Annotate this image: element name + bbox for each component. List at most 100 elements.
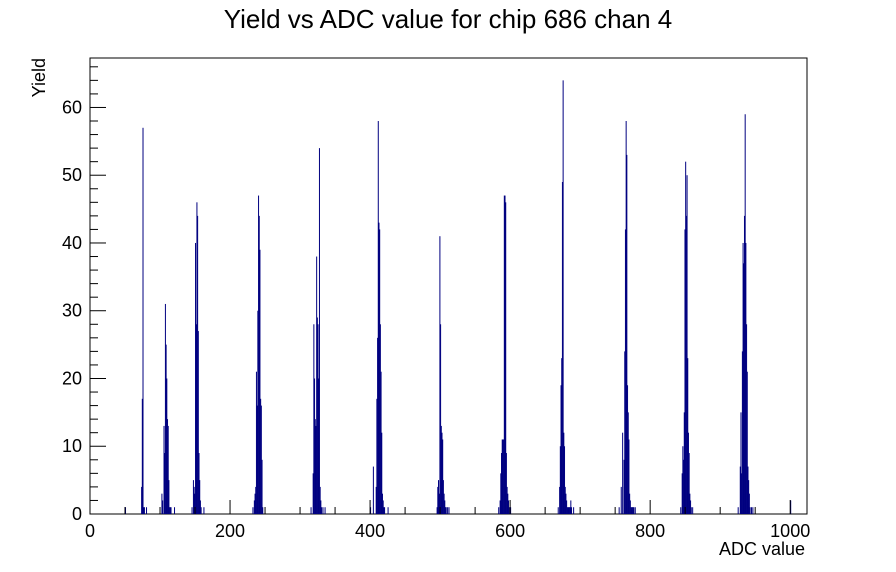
histogram-bin [258,215,260,514]
histogram-bin [440,425,442,514]
histogram-bin [500,473,502,514]
histogram-bin [627,412,629,514]
histogram-bin [561,181,563,515]
histogram-bin [199,480,201,514]
histogram-bin [562,80,564,515]
histogram-bin [141,486,143,514]
histogram-bin [200,507,202,514]
histogram-bin [569,507,571,514]
histogram-bin [506,486,508,514]
histogram-bin [384,507,386,514]
histogram-bin [631,507,633,514]
histogram-bin [317,324,319,514]
histogram-bin [438,480,439,514]
histogram-bin [690,500,692,514]
histogram-bin [378,222,380,514]
histogram-bin [743,215,745,514]
histogram-bin [620,486,622,514]
x-tick-label: 800 [635,521,665,541]
histogram-bin [563,432,565,514]
histogram-bin [167,425,169,514]
histogram-bin [169,507,171,514]
histogram-bin [318,378,320,514]
histogram-bin [372,466,374,514]
histogram-bin [684,229,686,515]
histogram-bin [746,324,748,514]
histogram-bin [445,507,446,514]
histogram-bin [559,446,561,514]
histogram-bin [505,202,507,514]
histogram-bin [252,507,254,514]
histogram-bin [260,398,262,514]
histogram-bin [319,486,321,514]
histogram-bin [501,439,503,514]
histogram-bin [499,500,501,514]
histogram-bin [744,114,746,515]
histogram-bin [741,351,743,514]
histogram-bin [315,425,317,514]
histogram-bin [380,371,382,514]
histogram-bin [505,453,507,514]
histogram-bin [437,486,439,514]
histogram-bin [314,419,316,514]
histogram-bin [629,493,631,514]
histogram-bin [633,507,635,514]
histogram-bin [746,371,748,514]
histogram-bin [445,507,447,514]
histogram-bin [747,466,749,514]
histogram-bars [125,80,792,515]
histogram-bin [634,507,636,514]
histogram-bin [312,473,314,514]
y-tick-label: 10 [62,436,82,456]
histogram-bin [567,507,569,514]
histogram-bin [559,486,561,514]
histogram-bin [377,121,379,514]
histogram-bin [740,412,742,514]
histogram-bin [626,154,628,514]
histogram-bin [790,500,792,514]
histogram-bin [255,371,257,514]
histogram-bin [501,453,503,514]
histogram-bin [748,480,750,514]
histogram-bin [502,439,504,514]
histogram-bin [745,242,747,514]
histogram-bin [628,439,630,514]
histogram-bin [321,507,323,514]
histogram-bin [748,493,750,514]
histogram-bin [316,317,318,514]
histogram-bin [161,493,163,514]
histogram-bin [163,425,165,514]
histogram-bin [313,324,315,514]
histogram-bin [630,507,632,514]
histogram-bin [510,507,512,514]
x-axis: 0 200 400 600 800 1000 [85,500,810,541]
histogram-bin [203,507,205,514]
histogram-bin [447,507,449,514]
histogram-bin [174,507,176,514]
histogram-bin [685,161,687,515]
histogram-bin [320,500,322,514]
x-tick-label: 400 [355,521,385,541]
histogram-bin [198,453,200,514]
histogram-bin [260,405,262,514]
histogram-bin [568,507,570,514]
histogram-bin [566,500,568,514]
histogram-bin [146,507,148,514]
histogram-bin [194,493,196,514]
histogram-bin [618,507,620,514]
histogram-bin [439,236,441,514]
histogram-bin [195,324,197,514]
histogram-bin [692,507,694,514]
histogram-bin [571,507,573,514]
histogram-bin [624,351,626,514]
histogram-bin [566,507,568,514]
y-tick-label: 50 [62,165,82,185]
histogram-bin [632,507,634,514]
histogram-bin [687,358,689,514]
histogram-bin [162,500,164,514]
histogram-bin [683,459,685,514]
x-tick-label: 0 [85,521,95,541]
histogram-bin [504,195,506,515]
histogram-bin [681,473,683,514]
histogram-bin [170,507,172,514]
